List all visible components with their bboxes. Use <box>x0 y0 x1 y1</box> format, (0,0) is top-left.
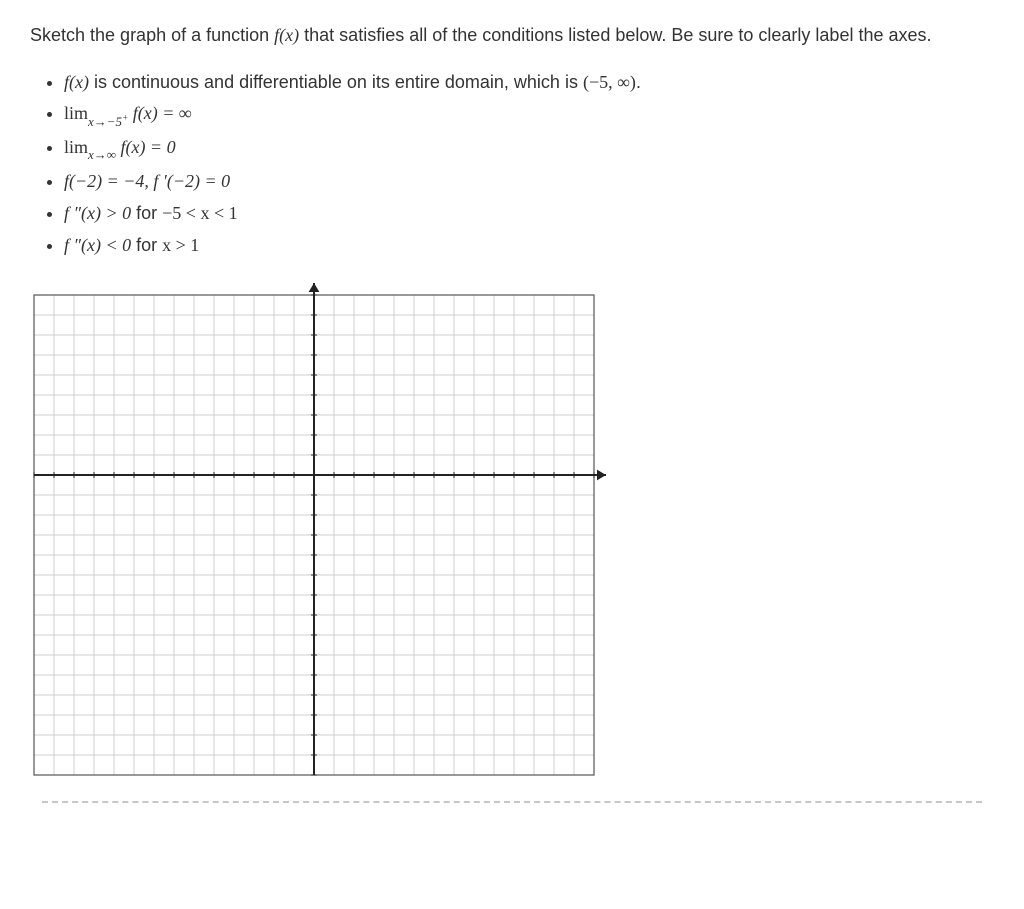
c3-sub: x→∞ <box>88 147 116 162</box>
c1-fx: f(x) <box>64 72 89 92</box>
problem-intro: Sketch the graph of a function f(x) that… <box>30 20 994 51</box>
grid-svg <box>30 279 614 783</box>
c6-b: for <box>131 235 162 255</box>
c6-a: f ″(x) < 0 <box>64 235 131 255</box>
c1-dot: . <box>636 72 641 92</box>
c1-text: is continuous and differentiable on its … <box>89 72 583 92</box>
c5-c: −5 < x < 1 <box>162 203 237 223</box>
c4-text: f(−2) = −4, f ′(−2) = 0 <box>64 171 230 191</box>
intro-text-2: that satisfies all of the conditions lis… <box>299 25 931 45</box>
condition-1: f(x) is continuous and differentiable on… <box>64 69 994 97</box>
c3-fx: f(x) = 0 <box>116 137 176 157</box>
c2-lim: lim <box>64 103 88 123</box>
conditions-list: f(x) is continuous and differentiable on… <box>42 69 994 260</box>
intro-fx: f(x) <box>274 25 299 45</box>
c5-a: f ″(x) > 0 <box>64 203 131 223</box>
condition-6: f ″(x) < 0 for x > 1 <box>64 232 994 260</box>
c5-b: for <box>131 203 162 223</box>
condition-3: limx→∞ f(x) = 0 <box>64 134 994 164</box>
c6-c: x > 1 <box>162 235 199 255</box>
intro-text-1: Sketch the graph of a function <box>30 25 274 45</box>
condition-4: f(−2) = −4, f ′(−2) = 0 <box>64 168 994 196</box>
condition-2: limx→−5+ f(x) = ∞ <box>64 100 994 130</box>
graph-grid <box>30 279 994 783</box>
c1-domain: (−5, ∞) <box>583 72 636 92</box>
c3-lim: lim <box>64 137 88 157</box>
divider <box>42 801 982 803</box>
condition-5: f ″(x) > 0 for −5 < x < 1 <box>64 200 994 228</box>
c2-fx: f(x) = ∞ <box>128 103 191 123</box>
c2-sub: x→−5+ <box>88 114 128 129</box>
